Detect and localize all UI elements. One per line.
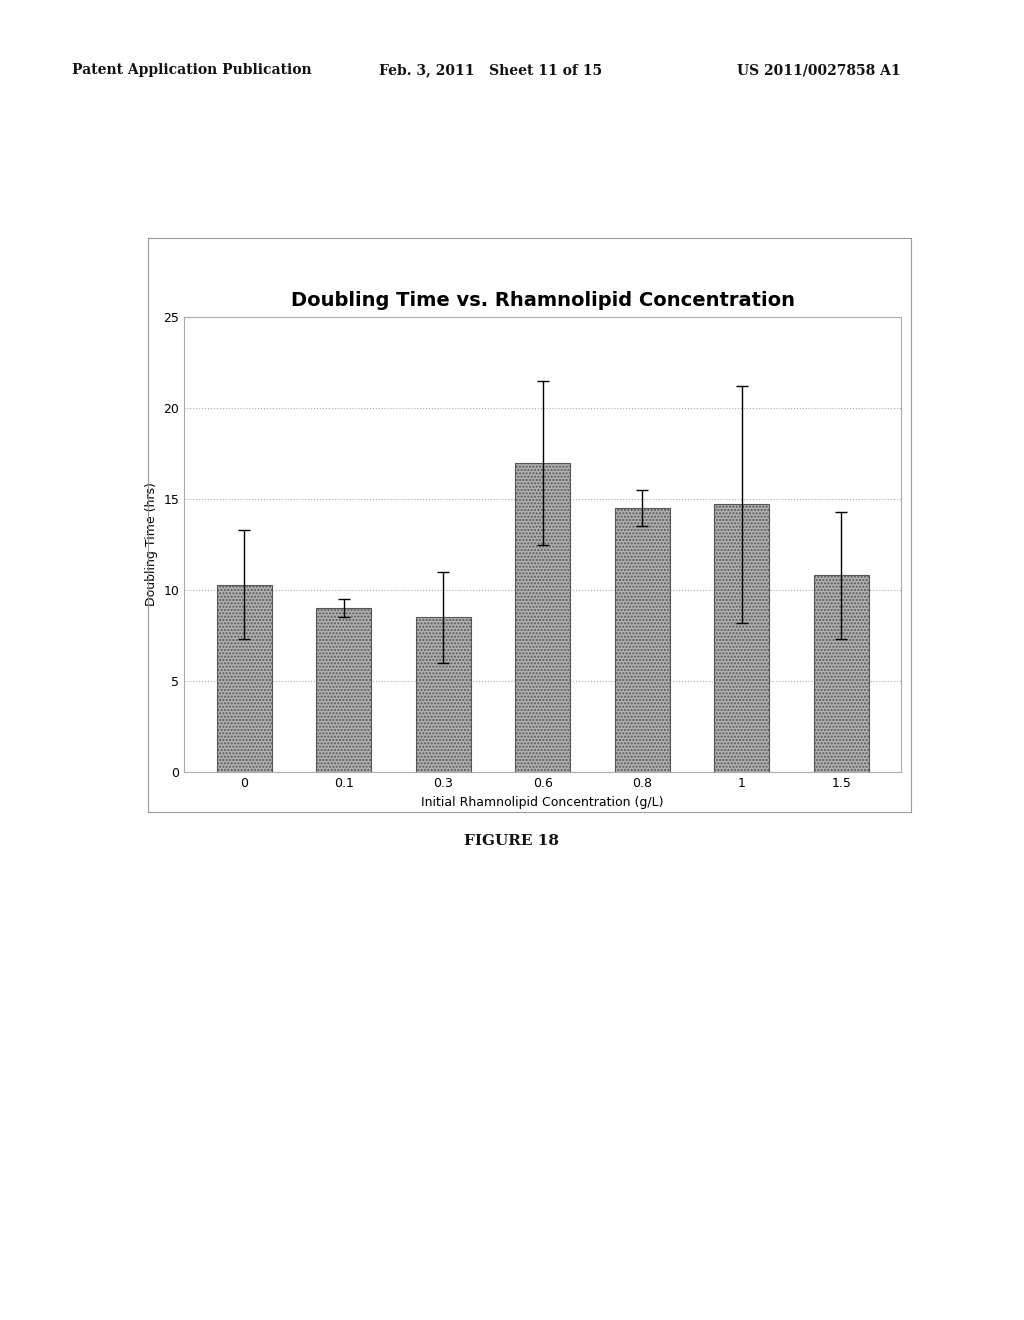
Bar	[217, 585, 271, 772]
Text: FIGURE 18: FIGURE 18	[465, 834, 559, 849]
Bar	[416, 618, 471, 772]
Text: Patent Application Publication: Patent Application Publication	[72, 63, 311, 78]
Bar	[316, 609, 371, 772]
X-axis label: Initial Rhamnolipid Concentration (g/L): Initial Rhamnolipid Concentration (g/L)	[422, 796, 664, 809]
Bar	[814, 576, 868, 772]
Text: Feb. 3, 2011   Sheet 11 of 15: Feb. 3, 2011 Sheet 11 of 15	[379, 63, 602, 78]
Text: US 2011/0027858 A1: US 2011/0027858 A1	[737, 63, 901, 78]
Bar	[614, 508, 670, 772]
Title: Doubling Time vs. Rhamnolipid Concentration: Doubling Time vs. Rhamnolipid Concentrat…	[291, 290, 795, 310]
Y-axis label: Doubling Time (hrs): Doubling Time (hrs)	[145, 483, 158, 606]
Bar	[515, 462, 570, 772]
Bar	[715, 504, 769, 772]
